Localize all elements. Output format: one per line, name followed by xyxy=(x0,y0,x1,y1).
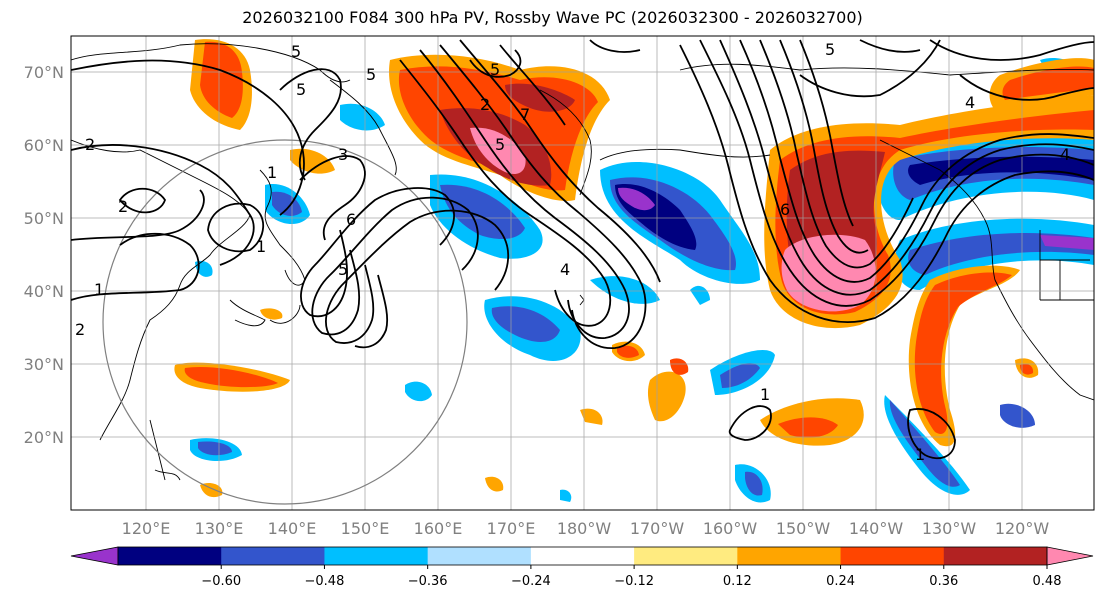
contour-label-2c: 2 xyxy=(75,320,85,339)
colorbar-bin xyxy=(943,547,1048,565)
colorbar-tick-label: −0.48 xyxy=(305,574,345,589)
contour-label-1e: 1 xyxy=(267,163,277,182)
contour-label-5e: 5 xyxy=(495,135,505,154)
lat-label-60: 60°N xyxy=(24,136,64,155)
lat-label-40: 40°N xyxy=(24,282,64,301)
colorbar-extend-high xyxy=(1046,546,1094,566)
lon-label-140w: 140°W xyxy=(849,519,904,538)
contour-label-2: 2 xyxy=(85,135,95,154)
colorbar-tick-label: −0.36 xyxy=(408,574,448,589)
lat-label-50: 50°N xyxy=(24,209,64,228)
contour-label-5b: 5 xyxy=(291,42,301,61)
colorbar: −0.60 −0.48 −0.36 −0.24 −0.12 0.12 0.24 0.36 0.4… xyxy=(70,546,1094,589)
colorbar-tick-label: 0.36 xyxy=(929,574,958,589)
graticule xyxy=(71,36,1094,510)
colorbar-tick-label: −0.12 xyxy=(614,574,654,589)
contour-label-5f: 5 xyxy=(490,60,500,79)
lon-label-160e: 160°E xyxy=(414,519,463,538)
lon-label-140e: 140°E xyxy=(268,519,317,538)
colorbar-bin xyxy=(427,547,532,565)
contour-label-1c: 1 xyxy=(760,385,770,404)
reference-circle xyxy=(102,139,468,505)
lon-label-130e: 130°E xyxy=(195,519,244,538)
lon-label-150e: 150°E xyxy=(341,519,390,538)
contour-label-1d: 1 xyxy=(915,445,925,464)
colorbar-tick-label: 0.24 xyxy=(826,574,855,589)
colorbar-tick-label: −0.24 xyxy=(511,574,551,589)
plot-frame xyxy=(70,35,1095,511)
colorbar-tick-label: −0.60 xyxy=(201,574,241,589)
contour-label-1b: 1 xyxy=(256,237,266,256)
colorbar-extend-low xyxy=(70,546,119,566)
lat-label-20: 20°N xyxy=(24,428,64,447)
contour-label-1: 1 xyxy=(94,280,104,299)
colorbar-bin xyxy=(634,547,738,565)
lon-label-120w: 120°W xyxy=(995,519,1050,538)
contour-label-3: 3 xyxy=(338,145,348,164)
lon-label-170e: 170°E xyxy=(487,519,536,538)
colorbar-bin xyxy=(737,547,842,565)
colorbar-bin xyxy=(840,547,945,565)
contour-label-4c: 4 xyxy=(1060,145,1070,164)
colorbar-tick-label: 0.12 xyxy=(723,574,752,589)
contour-label-4b: 4 xyxy=(965,93,975,112)
map-plot-area: 2 2 1 2 1 5 5 3 5 6 5 2 7 5 5 4 5 6 4 4 … xyxy=(71,36,1094,510)
contour-label-6: 6 xyxy=(346,210,356,229)
contour-label-5g: 5 xyxy=(825,40,835,59)
colorbar-bin xyxy=(530,547,635,565)
contour-label-2b: 2 xyxy=(118,197,128,216)
lat-label-70: 70°N xyxy=(24,63,64,82)
colorbar-bin xyxy=(221,547,325,565)
lon-label-150w: 150°W xyxy=(776,519,831,538)
colorbar-tick-label: 0.48 xyxy=(1033,574,1062,589)
contour-label-5d: 5 xyxy=(338,260,348,279)
contour-labels: 2 2 1 2 1 5 5 3 5 6 5 2 7 5 5 4 5 6 4 4 … xyxy=(75,40,1070,464)
lon-label-120e: 120°E xyxy=(122,519,171,538)
colorbar-bin xyxy=(118,547,222,565)
contour-label-5c: 5 xyxy=(366,65,376,84)
latitude-labels: 70°N 60°N 50°N 40°N 30°N 20°N xyxy=(24,63,64,447)
lat-label-30: 30°N xyxy=(24,355,64,374)
contour-label-5: 5 xyxy=(296,80,306,99)
pv-contours xyxy=(71,39,1094,460)
contour-label-4: 4 xyxy=(560,260,570,279)
map-title: 2026032100 F084 300 hPa PV, Rossby Wave … xyxy=(242,8,863,27)
colorbar-frame xyxy=(117,546,1048,566)
contour-label-2d: 2 xyxy=(480,95,490,114)
lon-label-160w: 160°W xyxy=(703,519,758,538)
contour-label-6b: 6 xyxy=(780,200,790,219)
lon-label-170w: 170°W xyxy=(630,519,685,538)
positive-anomaly-fill xyxy=(174,39,1094,498)
longitude-labels: 120°E 130°E 140°E 150°E 160°E 170°E 180°… xyxy=(122,519,1050,538)
contour-label-7: 7 xyxy=(520,105,530,124)
lon-label-180w: 180°W xyxy=(557,519,612,538)
colorbar-bin xyxy=(324,547,429,565)
lon-label-130w: 130°W xyxy=(922,519,977,538)
